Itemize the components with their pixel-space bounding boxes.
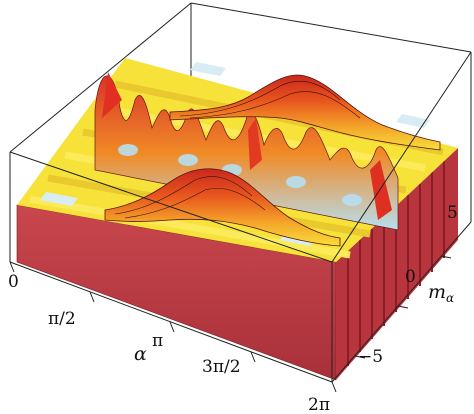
y-axis-ticks [354,255,452,359]
x-tick-label-4: 2π [308,395,330,414]
y-tick-label-5: 5 [447,203,458,223]
y-axis-label: m α [428,281,454,305]
back-ridge [169,74,441,151]
box-back-edges [9,2,472,262]
y-tick-label-0: 0 [405,267,416,287]
y-tick-label-neg5: −5 [358,347,383,367]
x-tick-label-3: 3π/2 [202,357,241,377]
x-tick-label-2: π [152,331,163,351]
oscillations [94,72,399,231]
x-axis-label: α [134,343,147,365]
svg-text:m: m [428,281,446,303]
front-ridge [104,168,341,247]
x-axis-ticks [9,261,337,393]
x-tick-label-0: 0 [8,272,19,292]
x-tick-label-1: π/2 [48,309,76,329]
box-front-edges [9,51,472,383]
svg-text:α: α [446,291,454,305]
